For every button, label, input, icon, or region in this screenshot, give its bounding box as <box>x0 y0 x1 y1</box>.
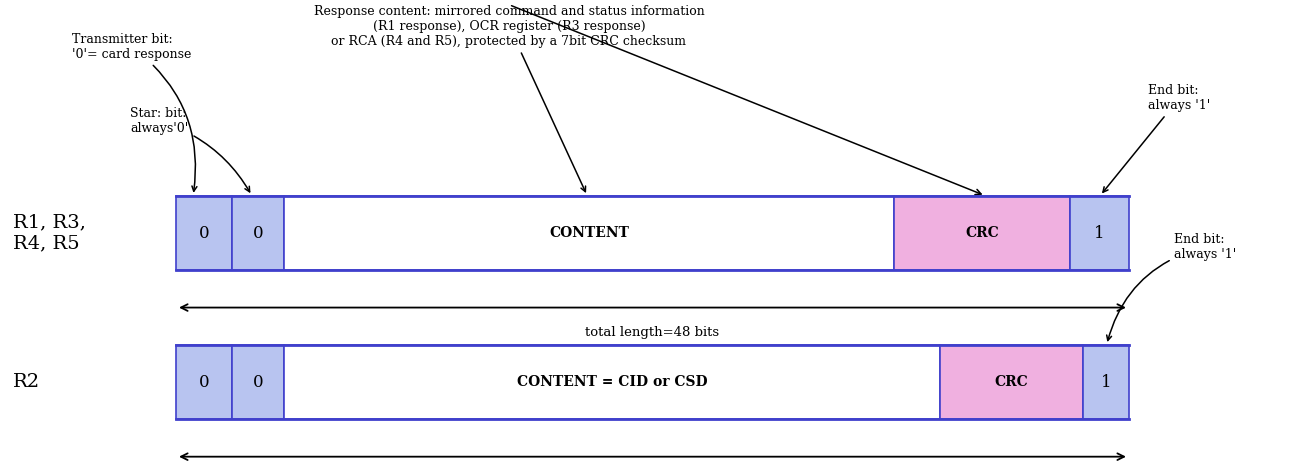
Bar <box>232 345 284 419</box>
Text: R1, R3,
R4, R5: R1, R3, R4, R5 <box>13 213 86 253</box>
Text: CONTENT: CONTENT <box>549 226 629 240</box>
Bar <box>284 196 894 270</box>
Bar <box>284 345 940 419</box>
Text: CRC: CRC <box>966 226 998 240</box>
Text: 0: 0 <box>198 374 210 391</box>
Text: total length=48 bits: total length=48 bits <box>586 326 719 339</box>
Bar <box>1070 196 1129 270</box>
Text: 0: 0 <box>253 374 264 391</box>
Bar <box>894 196 1070 270</box>
Text: End bit:
always '1': End bit: always '1' <box>1103 84 1211 192</box>
Text: Response content: mirrored command and status information
(R1 response), OCR reg: Response content: mirrored command and s… <box>313 5 705 192</box>
Text: Star: bit:
always'0': Star: bit: always'0' <box>130 107 249 192</box>
Bar <box>176 345 232 419</box>
Text: 0: 0 <box>198 225 210 241</box>
Text: CRC: CRC <box>994 375 1028 389</box>
Bar <box>232 196 284 270</box>
Text: End bit:
always '1': End bit: always '1' <box>1107 233 1237 341</box>
Text: CONTENT = CID or CSD: CONTENT = CID or CSD <box>517 375 707 389</box>
Bar <box>1083 345 1129 419</box>
Text: 1: 1 <box>1100 374 1112 391</box>
Text: R2: R2 <box>13 373 40 391</box>
Bar <box>176 196 232 270</box>
Text: 1: 1 <box>1094 225 1105 241</box>
Text: Transmitter bit:
'0'= card response: Transmitter bit: '0'= card response <box>72 33 197 191</box>
Bar <box>940 345 1083 419</box>
Text: 0: 0 <box>253 225 264 241</box>
